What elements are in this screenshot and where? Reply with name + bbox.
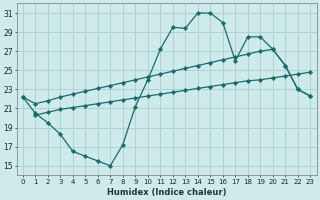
X-axis label: Humidex (Indice chaleur): Humidex (Indice chaleur)	[107, 188, 226, 197]
